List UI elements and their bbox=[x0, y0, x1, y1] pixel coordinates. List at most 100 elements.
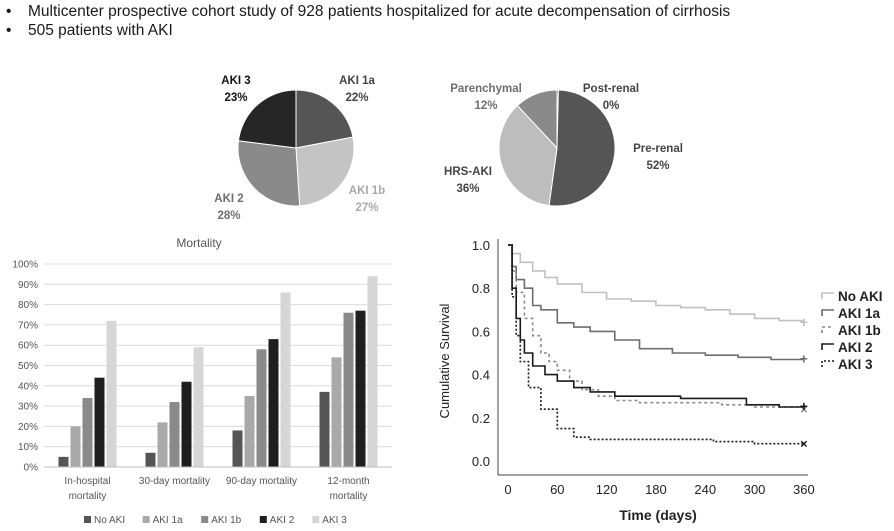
bar-aki-1b bbox=[82, 397, 93, 467]
aki-stage-slice-aki-3 bbox=[237, 89, 297, 149]
km-y-label: Cumulative Survival bbox=[437, 303, 452, 418]
bar-aki-1a bbox=[331, 357, 342, 467]
km-curve-aki-1a bbox=[508, 244, 804, 361]
aki-stage-slice-pct: 27% bbox=[355, 202, 378, 214]
km-censor-marker: + bbox=[800, 350, 808, 366]
km-y-tick: 0.4 bbox=[472, 368, 490, 383]
km-y-tick: 0.8 bbox=[472, 281, 490, 296]
km-legend-swatch bbox=[821, 292, 834, 299]
bar-y-tick: 30% bbox=[18, 402, 38, 413]
legend-label: AKI 2 bbox=[270, 515, 295, 526]
aki-cause-slice-label: HRS-AKI bbox=[444, 166, 492, 178]
bar-no-aki bbox=[58, 456, 69, 467]
km-y-tick: 0.0 bbox=[472, 454, 490, 469]
legend-swatch bbox=[201, 516, 209, 523]
km-legend-swatch bbox=[821, 360, 834, 367]
aki-stage-slice-label: AKI 1a bbox=[339, 75, 375, 87]
aki-cause-slice-pct: 12% bbox=[474, 100, 497, 112]
legend-label: AKI 3 bbox=[322, 515, 347, 526]
bar-y-tick: 40% bbox=[18, 381, 38, 392]
bar-no-aki bbox=[319, 391, 330, 467]
bar-aki-3 bbox=[280, 292, 291, 467]
aki-cause-slice-label: Parenchymal bbox=[450, 83, 522, 95]
bar-y-tick: 20% bbox=[18, 422, 38, 433]
km-curve-aki-2 bbox=[508, 244, 804, 408]
aki-cause-slice-parenchymal bbox=[516, 89, 558, 150]
aki-stage-slice-aki-1b bbox=[295, 136, 355, 207]
aki-cause-slice-label: Pre-renal bbox=[633, 143, 683, 155]
km-censor-marker: ✕ bbox=[800, 405, 808, 416]
bar-x-tick: mortality bbox=[69, 491, 107, 502]
km-x-tick: 300 bbox=[744, 482, 766, 497]
aki-stage-slice-pct: 22% bbox=[345, 92, 368, 104]
bar-y-tick: 10% bbox=[18, 442, 38, 453]
aki-stage-slice-label: AKI 2 bbox=[214, 193, 243, 205]
bullet-text: 505 patients with AKI bbox=[28, 22, 173, 39]
bullet-list: • Multicenter prospective cohort study of… bbox=[6, 2, 730, 40]
km-legend-label: AKI 1b bbox=[838, 323, 881, 338]
km-legend-swatch bbox=[821, 343, 834, 350]
km-y-tick: 0.2 bbox=[472, 411, 490, 426]
km-x-tick: 0 bbox=[504, 482, 511, 497]
bar-aki-3 bbox=[106, 320, 117, 467]
legend-swatch bbox=[312, 516, 320, 523]
legend-label: AKI 1a bbox=[153, 515, 183, 526]
aki-cause-slice-hrs-aki bbox=[498, 104, 558, 207]
bar-x-tick: 30-day mortality bbox=[139, 476, 210, 487]
bar-no-aki bbox=[145, 452, 156, 467]
km-curve-aki-1b bbox=[508, 244, 805, 410]
km-censor-marker: + bbox=[800, 314, 808, 330]
bullet-item: • Multicenter prospective cohort study of… bbox=[6, 2, 730, 21]
bar-aki-1a bbox=[244, 395, 255, 467]
legend-label: AKI 1b bbox=[211, 515, 241, 526]
km-legend-swatch bbox=[821, 309, 834, 316]
bar-x-tick: mortality bbox=[330, 491, 368, 502]
bar-y-tick: 60% bbox=[18, 341, 38, 352]
km-x-tick: 120 bbox=[596, 482, 618, 497]
aki-cause-pie bbox=[498, 89, 616, 207]
aki-cause-slice-pct: 52% bbox=[646, 160, 669, 172]
km-curve-no-aki bbox=[508, 244, 805, 323]
aki-cause-slice-pct: 36% bbox=[456, 183, 479, 195]
bar-aki-1b bbox=[256, 349, 267, 467]
bar-y-tick: 90% bbox=[18, 280, 38, 291]
bar-aki-1b bbox=[169, 402, 180, 467]
bullet-dot: • bbox=[6, 22, 12, 39]
km-legend-label: AKI 2 bbox=[838, 340, 873, 355]
bar-x-tick: 12-month bbox=[327, 476, 369, 487]
bar-aki-3 bbox=[193, 347, 204, 467]
km-x-label: Time (days) bbox=[619, 507, 697, 523]
km-curve-aki-3 bbox=[508, 244, 804, 445]
aki-cause-slice-label: Post-renal bbox=[583, 83, 639, 95]
aki-stage-slice-aki-2 bbox=[237, 140, 301, 207]
bar-y-tick: 100% bbox=[12, 260, 38, 271]
bar-aki-2 bbox=[355, 310, 366, 467]
bar-no-aki bbox=[232, 430, 243, 467]
km-legend-swatch bbox=[821, 326, 834, 333]
bar-y-tick: 50% bbox=[18, 361, 38, 372]
bar-aki-1b bbox=[343, 312, 354, 467]
km-legend-label: AKI 1a bbox=[838, 306, 881, 321]
km-legend-label: No AKI bbox=[838, 289, 883, 304]
legend-swatch bbox=[84, 516, 91, 523]
legend-swatch bbox=[142, 516, 150, 523]
aki-stage-slice-aki-1a bbox=[295, 89, 354, 149]
aki-stage-pie bbox=[237, 89, 355, 207]
bar-aki-2 bbox=[181, 381, 192, 467]
km-y-tick: 0.6 bbox=[472, 324, 490, 339]
aki-cause-slice-pct: 0% bbox=[603, 100, 620, 112]
km-x-tick: 240 bbox=[694, 482, 716, 497]
km-x-tick: 360 bbox=[793, 482, 815, 497]
aki-cause-slice-pre-renal bbox=[548, 89, 616, 207]
bar-y-tick: 0% bbox=[24, 463, 39, 474]
bar-x-tick: 90-day mortality bbox=[226, 476, 297, 487]
bar-aki-1a bbox=[157, 422, 168, 467]
bullet-item: • 505 patients with AKI bbox=[6, 21, 730, 40]
bar-y-tick: 80% bbox=[18, 300, 38, 311]
bullet-text: Multicenter prospective cohort study of … bbox=[28, 3, 731, 20]
bar-aki-1a bbox=[70, 426, 81, 467]
bar-y-tick: 70% bbox=[18, 320, 38, 331]
aki-stage-slice-pct: 23% bbox=[224, 92, 247, 104]
km-y-tick: 1.0 bbox=[472, 238, 490, 253]
